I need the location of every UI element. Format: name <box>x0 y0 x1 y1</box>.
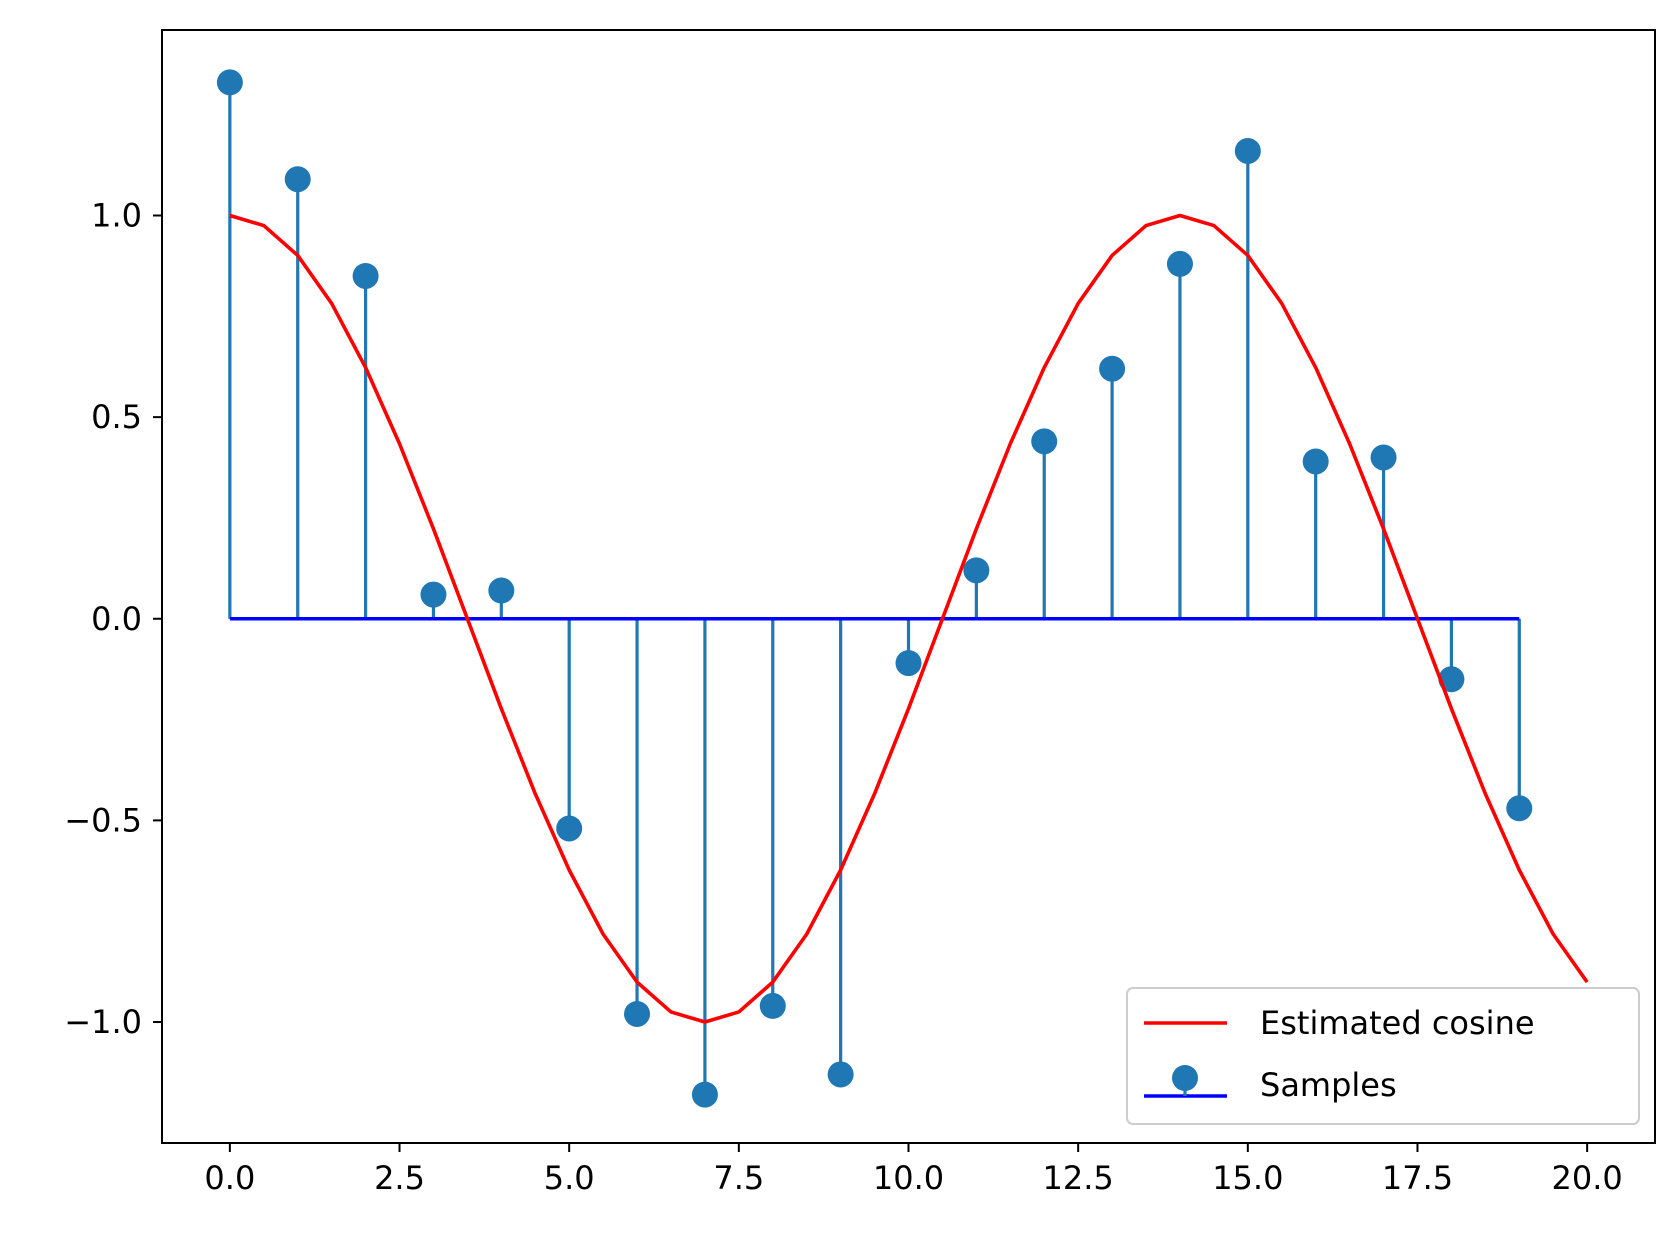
sample-marker-16 <box>1302 448 1329 475</box>
y-tick-label-1: −0.5 <box>64 801 142 839</box>
sample-marker-14 <box>1166 250 1193 277</box>
x-tick-label-1: 2.5 <box>374 1159 425 1197</box>
sample-marker-2 <box>352 262 379 289</box>
sample-marker-15 <box>1234 137 1261 164</box>
y-tick-label-0: −1.0 <box>64 1003 142 1041</box>
legend-swatch-samples-marker <box>1172 1065 1198 1091</box>
plot-layer <box>216 69 1589 1108</box>
sample-marker-13 <box>1099 355 1126 382</box>
x-tick-label-6: 15.0 <box>1212 1159 1283 1197</box>
sample-marker-12 <box>1031 428 1058 455</box>
y-tick-label-4: 1.0 <box>91 197 142 235</box>
sample-marker-4 <box>488 577 515 604</box>
sample-marker-9 <box>827 1061 854 1088</box>
x-tick-label-0: 0.0 <box>204 1159 255 1197</box>
sample-marker-6 <box>624 1000 651 1027</box>
plot-content <box>216 69 1589 1108</box>
axes-frame <box>161 29 1656 1144</box>
axis-layer: 0.0 2.5 5.0 7.5 10.0 12.5 15.0 17.5 20.0 −1.0 −0.5… <box>64 29 1656 1197</box>
x-tick-label-8: 20.0 <box>1552 1159 1623 1197</box>
x-tick-label-3: 7.5 <box>713 1159 764 1197</box>
sample-marker-1 <box>284 166 311 193</box>
sample-marker-7 <box>691 1081 718 1108</box>
y-tick-label-2: 0.0 <box>91 600 142 638</box>
x-tick-label-5: 12.5 <box>1043 1159 1114 1197</box>
sample-marker-5 <box>556 815 583 842</box>
x-tick-label-2: 5.0 <box>544 1159 595 1197</box>
x-tick-label-7: 17.5 <box>1382 1159 1453 1197</box>
sample-marker-8 <box>759 992 786 1019</box>
x-tick-label-4: 10.0 <box>873 1159 944 1197</box>
y-tick-label-3: 0.5 <box>91 398 142 436</box>
sample-marker-17 <box>1370 444 1397 471</box>
legend-label-estimated-cosine: Estimated cosine <box>1260 1004 1535 1042</box>
legend-label-samples: Samples <box>1260 1066 1397 1104</box>
sample-marker-19 <box>1506 795 1533 822</box>
estimated-cosine-line <box>229 213 1589 1024</box>
sample-marker-11 <box>963 557 990 584</box>
sample-marker-18 <box>1438 666 1465 693</box>
legend: Estimated cosine Samples <box>1126 987 1640 1125</box>
legend-box <box>1126 987 1640 1125</box>
sample-marker-0 <box>216 69 243 96</box>
sample-marker-3 <box>420 581 447 608</box>
sample-marker-10 <box>895 650 922 677</box>
